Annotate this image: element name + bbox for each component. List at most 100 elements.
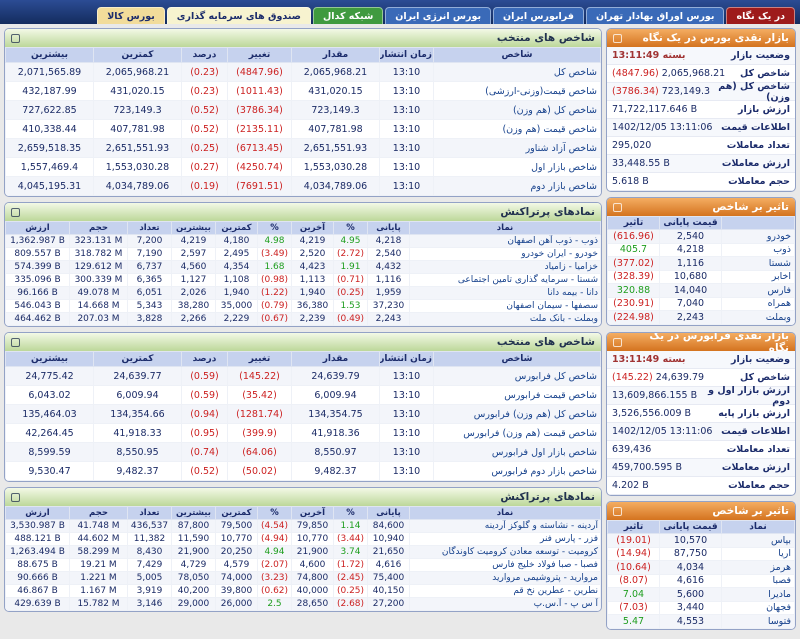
- symbol-link[interactable]: فارس: [721, 283, 795, 298]
- overview-row-label: حجم معاملات: [728, 176, 790, 187]
- nav-tab[interactable]: فرابورس ایران: [493, 7, 584, 24]
- symbol-link[interactable]: آریا: [721, 546, 795, 561]
- high-cell: 410,338.44: [5, 119, 94, 139]
- symbol-link[interactable]: شستا: [721, 256, 795, 271]
- symbol-link[interactable]: فتوسا: [721, 614, 795, 629]
- close-pct-cell: (2.68): [333, 597, 368, 611]
- col-low: کمترین: [215, 221, 258, 235]
- high-cell: 727,622.85: [5, 100, 94, 120]
- close-cell: 1,959: [367, 286, 410, 300]
- overview-row-number: 33,448.55 B: [612, 158, 670, 169]
- panel-header: شاخص های منتخب: [5, 29, 601, 47]
- symbol-link[interactable]: آردینه - نشاسته و گلوکز آردینه: [409, 519, 601, 533]
- close-pct-cell: (3.44): [333, 532, 368, 546]
- symbol-link[interactable]: ذوب: [721, 242, 795, 257]
- low-cell: 8,550.95: [93, 442, 182, 462]
- symbol-link[interactable]: خزامیا - زامیاد: [409, 260, 601, 274]
- index-name-link[interactable]: شاخص کل: [433, 62, 601, 82]
- symbol-link[interactable]: فصبا: [721, 573, 795, 588]
- nav-tab[interactable]: بورس انرژی ایران: [385, 7, 492, 24]
- symbol-link[interactable]: بپاس: [721, 533, 795, 548]
- symbol-link[interactable]: هرمز: [721, 560, 795, 575]
- close-price-cell: 3,440: [659, 600, 722, 615]
- panel-options-icon[interactable]: [613, 337, 622, 347]
- volume-cell: 323.131 M: [69, 234, 128, 248]
- symbol-link[interactable]: مادیرا: [721, 587, 795, 602]
- symbol-link[interactable]: فزر - پارس فنر: [409, 532, 601, 546]
- panel-options-icon[interactable]: [11, 33, 20, 43]
- symbol-link[interactable]: فجهان: [721, 600, 795, 615]
- index-name-link[interactable]: شاخص کل (هم وزن): [433, 100, 601, 120]
- symbol-link[interactable]: فصبا - صبا فولاد خلیج فارس: [409, 558, 601, 572]
- symbol-link[interactable]: وبملت: [721, 310, 795, 325]
- table-row: شاخص بازار اول 13:10 1,553,030.28 (4250.…: [5, 157, 601, 177]
- value-cell: 335.096 B: [5, 273, 70, 287]
- index-name-link[interactable]: شاخص بازار دوم: [433, 176, 601, 196]
- col-close: پایانی: [367, 221, 410, 235]
- nav-tab[interactable]: صندوق های سرمایه گذاری: [166, 7, 311, 24]
- table-row: شاخص بازار اول فرابورس 13:10 8,550.97 (6…: [5, 442, 601, 462]
- index-name-link[interactable]: شاخص بازار دوم فرابورس: [433, 461, 601, 481]
- index-name-link[interactable]: شاخص قیمت فرابورس: [433, 385, 601, 405]
- nav-tab[interactable]: بورس اوراق بهادار تهران: [585, 7, 725, 24]
- symbol-link[interactable]: کرومیت - توسعه معادن کرومیت کاوندگان: [409, 545, 601, 559]
- close-cell: 4,432: [367, 260, 410, 274]
- table-row: وبملت - بانک ملت 2,243 (0.49) 2,239 (0.6…: [5, 312, 601, 326]
- farabourse-sidebar: بازار نقدی فرابورس در یک نگاه وضعیت بازا…: [606, 332, 796, 630]
- symbol-link[interactable]: همراه: [721, 296, 795, 311]
- low-cell: 2,651,551.93: [93, 138, 182, 158]
- symbol-link[interactable]: نطرین - عطرین نخ قم: [409, 584, 601, 598]
- close-pct-cell: (0.25): [333, 286, 368, 300]
- value-cell: 488.121 B: [5, 532, 70, 546]
- nav-tab[interactable]: بورس کالا: [97, 7, 165, 24]
- table-row: شاخص کل (هم وزن) فرابورس 13:10 134,354.7…: [5, 404, 601, 424]
- symbol-link[interactable]: ذوب - ذوب آهن اصفهان: [409, 234, 601, 248]
- high-cell: 135,464.03: [5, 404, 94, 424]
- panel-options-icon[interactable]: [11, 207, 20, 217]
- count-cell: 6,365: [127, 273, 172, 287]
- overview-row-number: بسته 13:11:49: [612, 354, 686, 365]
- farabourse-main: شاخص های منتخب شاخص زمان انتشار مقدار تغ…: [4, 332, 602, 612]
- overview-row-label: تعداد معاملات: [726, 444, 790, 455]
- symbol-link[interactable]: وبملت - بانک ملت: [409, 312, 601, 326]
- panel-options-icon[interactable]: [613, 202, 622, 212]
- table-row: شاخص قیمت (هم وزن) فرابورس 13:10 41,918.…: [5, 423, 601, 443]
- table-row: فصبا 4,616 (8.07): [607, 573, 795, 588]
- overview-row-value: (145.22) 24,639.79: [612, 372, 704, 383]
- index-name-link[interactable]: شاخص بازار اول: [433, 157, 601, 177]
- index-name-link[interactable]: شاخص قیمت (هم وزن): [433, 119, 601, 139]
- symbol-link[interactable]: شستا - سرمایه گذاری تامین اجتماعی: [409, 273, 601, 287]
- panel-options-icon[interactable]: [11, 492, 20, 502]
- symbol-link[interactable]: خودرو: [721, 229, 795, 244]
- volume-cell: 1.167 M: [69, 584, 128, 598]
- index-name-link[interactable]: شاخص کل (هم وزن) فرابورس: [433, 404, 601, 424]
- publish-time-cell: 13:10: [379, 366, 434, 386]
- symbol-link[interactable]: اخابر: [721, 269, 795, 284]
- main-nav: در یک نگاه بورس اوراق بهادار تهران فرابو…: [0, 0, 800, 24]
- index-name-link[interactable]: شاخص آزاد شناور: [433, 138, 601, 158]
- table-row: بپاس 10,570 (19.01): [607, 533, 795, 548]
- overview-row: شاخص کل (هم وزن) (3786.34) 723,149.3: [607, 81, 795, 103]
- low-cell: 35,000: [215, 299, 258, 313]
- index-name-link[interactable]: شاخص کل فرابورس: [433, 366, 601, 386]
- table-row: شاخص قیمت(وزنی-ارزشی) 13:10 431,020.15 (…: [5, 81, 601, 101]
- panel-header: نمادهای پرتراکنش: [5, 488, 601, 506]
- overview-row: حجم معاملات 5.618 B: [607, 173, 795, 191]
- symbol-link[interactable]: آ س پ - آ.س.پ: [409, 597, 601, 611]
- change-cell: (4847.96): [227, 62, 292, 82]
- index-name-link[interactable]: شاخص قیمت(وزنی-ارزشی): [433, 81, 601, 101]
- index-name-link[interactable]: شاخص بازار اول فرابورس: [433, 442, 601, 462]
- value-cell: 723,149.3: [291, 100, 380, 120]
- symbol-link[interactable]: خودرو - ایران خودرو: [409, 247, 601, 261]
- last-pct-cell: 4.94: [257, 545, 292, 559]
- index-name-link[interactable]: شاخص قیمت (هم وزن) فرابورس: [433, 423, 601, 443]
- symbol-link[interactable]: مروارید - پتروشیمی مروارید: [409, 571, 601, 585]
- panel-options-icon[interactable]: [11, 337, 20, 347]
- symbol-link[interactable]: دانا - بیمه دانا: [409, 286, 601, 300]
- panel-options-icon[interactable]: [613, 33, 622, 43]
- panel-options-icon[interactable]: [613, 506, 622, 516]
- nav-tab[interactable]: در یک نگاه: [726, 7, 795, 24]
- close-price-cell: 4,034: [659, 560, 722, 575]
- symbol-link[interactable]: سصفها - سیمان اصفهان: [409, 299, 601, 313]
- nav-tab[interactable]: شبکه کدال: [312, 7, 384, 24]
